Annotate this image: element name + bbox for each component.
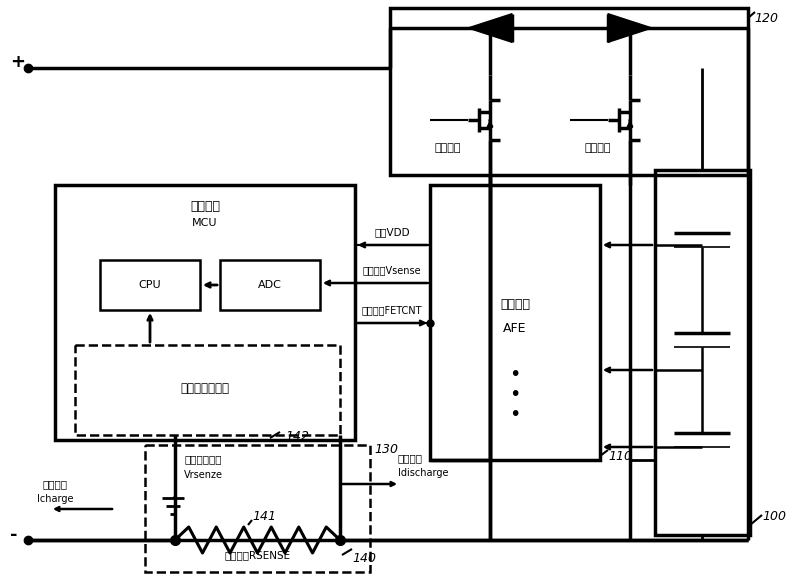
Text: 142: 142 — [285, 430, 309, 443]
Text: Icharge: Icharge — [37, 494, 74, 504]
Text: Vrsenze: Vrsenze — [183, 470, 222, 480]
Text: 100: 100 — [762, 510, 786, 523]
Text: -: - — [10, 526, 18, 544]
Text: 开关控制FETCNT: 开关控制FETCNT — [362, 305, 422, 315]
Bar — [100, 260, 200, 310]
Bar — [655, 170, 750, 535]
Bar — [145, 445, 370, 572]
Text: ADC: ADC — [258, 280, 282, 290]
Text: 敏感电阻电压: 敏感电阻电压 — [184, 454, 222, 464]
Text: •: • — [510, 366, 521, 384]
Bar — [220, 260, 320, 310]
Text: Idischarge: Idischarge — [398, 468, 449, 478]
Text: 敏感电阻RSENSE: 敏感电阻RSENSE — [225, 550, 291, 560]
Text: CPU: CPU — [138, 280, 162, 290]
Text: 电源VDD: 电源VDD — [374, 227, 410, 237]
Text: 电压模检测电路: 电压模检测电路 — [181, 381, 230, 394]
Text: AFE: AFE — [503, 322, 526, 335]
Text: •: • — [510, 405, 521, 425]
Bar — [75, 345, 340, 435]
Text: 141: 141 — [252, 510, 276, 523]
Text: 电池电压Vsense: 电池电压Vsense — [362, 265, 422, 275]
Text: MCU: MCU — [192, 218, 218, 228]
Text: •: • — [510, 386, 521, 404]
Text: 110: 110 — [608, 450, 632, 463]
Text: 微控制器: 微控制器 — [190, 200, 220, 213]
Text: 放电电流: 放电电流 — [398, 453, 423, 463]
Text: 120: 120 — [754, 12, 778, 25]
Polygon shape — [608, 13, 652, 42]
Text: 模拟前端: 模拟前端 — [500, 298, 530, 311]
Text: 充电开关: 充电开关 — [434, 143, 462, 153]
Polygon shape — [468, 13, 512, 42]
Bar — [430, 185, 600, 460]
Text: 130: 130 — [374, 443, 398, 456]
Text: 充电电流: 充电电流 — [42, 479, 67, 489]
Bar — [390, 8, 748, 175]
Text: 140: 140 — [352, 552, 376, 565]
Text: +: + — [10, 53, 25, 71]
Text: 放电开关: 放电开关 — [585, 143, 611, 153]
Bar — [55, 185, 355, 440]
